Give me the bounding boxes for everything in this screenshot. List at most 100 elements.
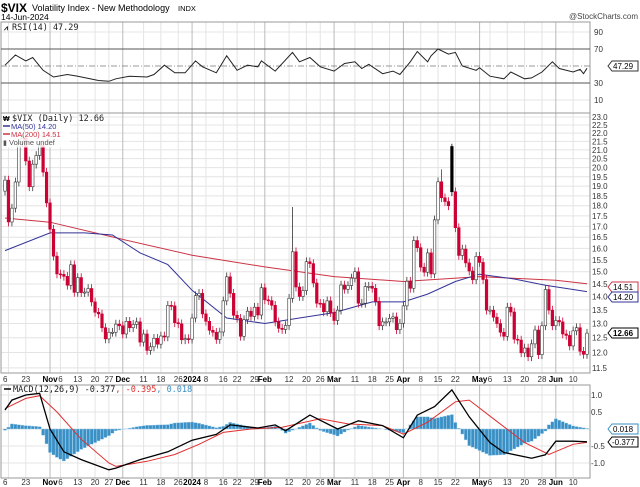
candle <box>519 335 523 358</box>
candle <box>207 316 211 335</box>
x-tick-label: 16 <box>219 375 228 384</box>
macd-histogram-bar <box>162 424 167 430</box>
x-tick-label: 23 <box>21 375 30 384</box>
candle <box>415 236 419 253</box>
candle-body <box>384 321 388 324</box>
macd-histogram-bar <box>370 427 375 430</box>
candle-body <box>356 271 360 304</box>
x-tick-label: 26 <box>174 375 183 384</box>
candle-body <box>446 201 451 207</box>
candle <box>197 289 201 301</box>
x-tick-label: 13 <box>73 478 82 487</box>
candle <box>322 299 326 317</box>
macd-histogram-bar <box>536 428 541 437</box>
candle-body <box>114 323 118 333</box>
candle <box>467 258 471 276</box>
x-tick-label: 20 <box>520 478 529 487</box>
candle <box>346 281 350 294</box>
candle-body <box>148 346 153 351</box>
macd-histogram-bar <box>463 428 468 441</box>
price-axis-label: 14.0 <box>592 293 608 302</box>
macd-histogram-bar <box>512 428 517 450</box>
candle-body <box>523 347 527 354</box>
candle-body <box>426 252 430 273</box>
candle-body <box>159 335 163 345</box>
candle <box>245 306 250 325</box>
candle-body <box>575 327 579 332</box>
macd-histogram-bar <box>72 428 77 455</box>
candle-body <box>72 264 76 293</box>
candle <box>48 198 52 234</box>
candle <box>27 156 31 192</box>
candle <box>183 334 187 345</box>
macd-hist-value: , 0.018 <box>156 385 192 395</box>
macd-histogram-bar <box>207 425 212 430</box>
candle-body <box>547 289 551 311</box>
macd-histogram-bar <box>384 428 388 430</box>
x-tick-label: 27 <box>104 375 113 384</box>
candle-body <box>204 313 208 322</box>
macd-histogram-bar <box>204 424 208 430</box>
macd-histogram-bar <box>533 428 537 439</box>
candle-body <box>124 321 128 335</box>
candle-body <box>363 286 367 304</box>
macd-axis-label: 1.0 <box>591 391 603 400</box>
candle-body <box>76 277 80 293</box>
candle <box>13 177 17 213</box>
candle <box>90 284 94 307</box>
macd-histogram-bar <box>152 424 156 430</box>
x-tick-label: 22 <box>451 375 460 384</box>
candle <box>581 346 586 359</box>
macd-histogram-bar <box>304 424 309 430</box>
x-tick-label: 22 <box>233 478 242 487</box>
svg-text:0.018: 0.018 <box>613 425 634 434</box>
candle <box>55 251 59 279</box>
candle-body <box>387 317 392 323</box>
macd-histogram-bar <box>332 428 336 436</box>
candle-body <box>578 327 582 352</box>
x-tick-label: 18 <box>156 375 165 384</box>
macd-histogram-bar <box>134 426 139 430</box>
x-tick-label: 6 <box>488 478 493 487</box>
macd-histogram-bar <box>44 428 49 445</box>
macd-histogram-bar <box>574 426 579 430</box>
candle <box>270 296 274 310</box>
candle <box>166 301 170 342</box>
macd-histogram-bar <box>276 428 281 430</box>
macd-histogram-bar <box>477 428 482 451</box>
candle <box>391 312 395 323</box>
x-tick-label: 11 <box>139 375 148 384</box>
macd-histogram-bar <box>193 422 198 430</box>
macd-histogram-bar <box>356 425 361 430</box>
macd-histogram-bar <box>37 426 42 430</box>
candle <box>349 273 354 290</box>
macd-histogram-bar <box>474 428 478 450</box>
candle-body <box>467 262 471 272</box>
x-tick-label: 6 <box>3 478 8 487</box>
svg-text:MACD(12,26,9) -0.377, -0.395,: MACD(12,26,9) -0.377, -0.395, 0.018 <box>13 385 192 395</box>
macd-histogram-bar <box>495 428 499 456</box>
macd-histogram-bar <box>30 425 35 430</box>
candle-body <box>332 312 336 321</box>
candle <box>474 252 478 285</box>
ma50-value-box: 14.20 <box>607 291 639 303</box>
price-axis-label: 23.0 <box>592 113 608 122</box>
candle-body <box>13 181 17 209</box>
macd-histogram-bar <box>6 426 11 430</box>
candle-body <box>502 331 506 337</box>
candle <box>536 325 541 360</box>
macd-histogram-bar <box>373 427 378 430</box>
x-tick-label: 2024 <box>183 375 201 384</box>
x-tick-label: 29 <box>250 375 259 384</box>
candle-body <box>41 145 45 173</box>
macd-histogram-bar <box>401 428 406 433</box>
x-tick-label: 12 <box>285 478 294 487</box>
candle <box>329 296 333 317</box>
macd-histogram-bar <box>543 428 548 432</box>
candle-body <box>405 280 409 307</box>
candle-body <box>207 321 211 331</box>
macd-histogram-bar <box>96 428 101 442</box>
candle <box>453 187 457 233</box>
macd-histogram-bar <box>429 417 433 430</box>
candle <box>523 343 527 358</box>
